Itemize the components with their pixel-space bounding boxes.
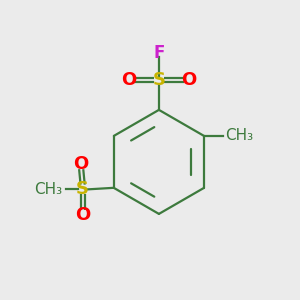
Text: CH₃: CH₃ — [225, 128, 254, 143]
Text: F: F — [153, 44, 165, 62]
Text: S: S — [76, 180, 89, 198]
Text: O: O — [181, 71, 196, 89]
Text: O: O — [122, 71, 137, 89]
Text: O: O — [75, 206, 90, 224]
Text: S: S — [152, 71, 165, 89]
Text: O: O — [74, 155, 89, 173]
Text: CH₃: CH₃ — [34, 182, 62, 197]
